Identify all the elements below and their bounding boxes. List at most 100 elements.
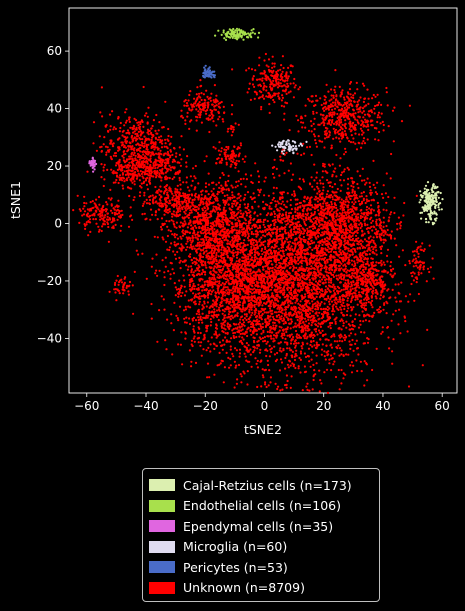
data-point xyxy=(322,121,325,124)
data-point xyxy=(208,251,211,254)
data-point xyxy=(243,313,246,316)
data-point xyxy=(312,112,315,115)
data-point xyxy=(200,341,203,344)
data-point xyxy=(276,86,280,89)
data-point xyxy=(339,290,342,293)
data-point xyxy=(218,351,221,354)
data-point xyxy=(287,295,290,298)
data-point xyxy=(349,347,352,350)
data-point xyxy=(190,343,193,346)
data-point xyxy=(268,103,271,106)
data-point xyxy=(274,218,277,221)
data-point xyxy=(247,87,251,90)
data-point xyxy=(313,135,316,138)
data-point xyxy=(343,101,347,104)
data-point xyxy=(359,360,362,363)
data-point xyxy=(222,265,225,268)
data-point xyxy=(311,274,314,277)
data-point xyxy=(381,330,384,333)
data-point xyxy=(318,280,321,283)
data-point xyxy=(279,155,282,158)
data-point xyxy=(340,134,343,137)
data-point xyxy=(357,111,360,114)
data-point xyxy=(171,268,174,271)
data-point xyxy=(215,253,218,257)
data-point xyxy=(269,85,272,88)
data-point xyxy=(289,364,292,367)
data-point xyxy=(349,102,352,105)
data-point xyxy=(289,327,292,330)
data-point xyxy=(288,129,291,132)
data-point xyxy=(263,59,266,62)
data-point xyxy=(318,311,321,314)
data-point xyxy=(291,297,295,301)
data-point xyxy=(275,358,279,361)
data-point xyxy=(308,293,311,296)
data-point xyxy=(240,316,243,319)
data-point xyxy=(377,261,380,265)
data-point xyxy=(293,230,296,233)
data-point xyxy=(254,316,258,319)
data-point xyxy=(320,382,323,385)
data-point xyxy=(330,98,333,101)
data-point xyxy=(266,271,270,274)
data-point xyxy=(250,308,253,311)
data-point xyxy=(312,133,316,136)
data-point xyxy=(330,296,333,299)
data-point xyxy=(307,322,311,325)
data-point xyxy=(284,283,287,286)
data-point xyxy=(242,321,246,324)
data-point xyxy=(327,339,330,342)
data-point xyxy=(337,137,341,140)
data-point xyxy=(337,300,340,303)
data-point xyxy=(316,192,319,195)
data-point xyxy=(297,248,300,251)
data-point xyxy=(253,300,257,303)
data-point xyxy=(256,241,259,244)
data-point xyxy=(236,326,239,329)
data-point xyxy=(312,122,315,125)
data-point xyxy=(328,300,331,303)
data-point xyxy=(222,327,225,330)
data-point xyxy=(234,186,237,189)
data-point xyxy=(238,340,241,343)
data-point xyxy=(279,291,282,294)
data-point xyxy=(261,337,264,340)
data-point xyxy=(330,114,333,117)
data-point xyxy=(311,267,314,270)
data-point xyxy=(322,114,325,117)
data-point xyxy=(352,94,355,97)
data-point xyxy=(263,311,266,314)
data-point xyxy=(229,348,232,351)
data-point xyxy=(193,287,196,290)
data-point xyxy=(275,235,278,238)
data-point xyxy=(302,320,305,323)
data-point xyxy=(385,312,388,315)
data-point xyxy=(407,385,411,388)
data-point xyxy=(201,304,204,307)
data-point xyxy=(355,105,358,108)
data-point xyxy=(263,226,266,229)
data-point xyxy=(249,348,252,351)
data-point xyxy=(305,310,308,313)
data-point xyxy=(253,85,256,88)
data-point xyxy=(256,366,259,369)
data-point xyxy=(360,192,363,195)
data-point xyxy=(267,253,270,256)
data-point xyxy=(361,252,364,255)
data-point xyxy=(362,110,365,113)
data-point xyxy=(342,301,345,304)
data-point xyxy=(174,286,177,289)
data-point xyxy=(310,153,313,157)
data-point xyxy=(267,194,270,197)
data-point xyxy=(336,122,339,125)
data-point xyxy=(367,125,370,128)
data-point xyxy=(232,252,235,255)
data-point xyxy=(332,250,335,254)
data-point xyxy=(282,252,285,255)
data-point xyxy=(340,118,343,121)
data-point xyxy=(210,336,213,339)
data-point xyxy=(259,226,262,229)
data-point xyxy=(273,62,276,65)
data-point xyxy=(252,351,255,354)
